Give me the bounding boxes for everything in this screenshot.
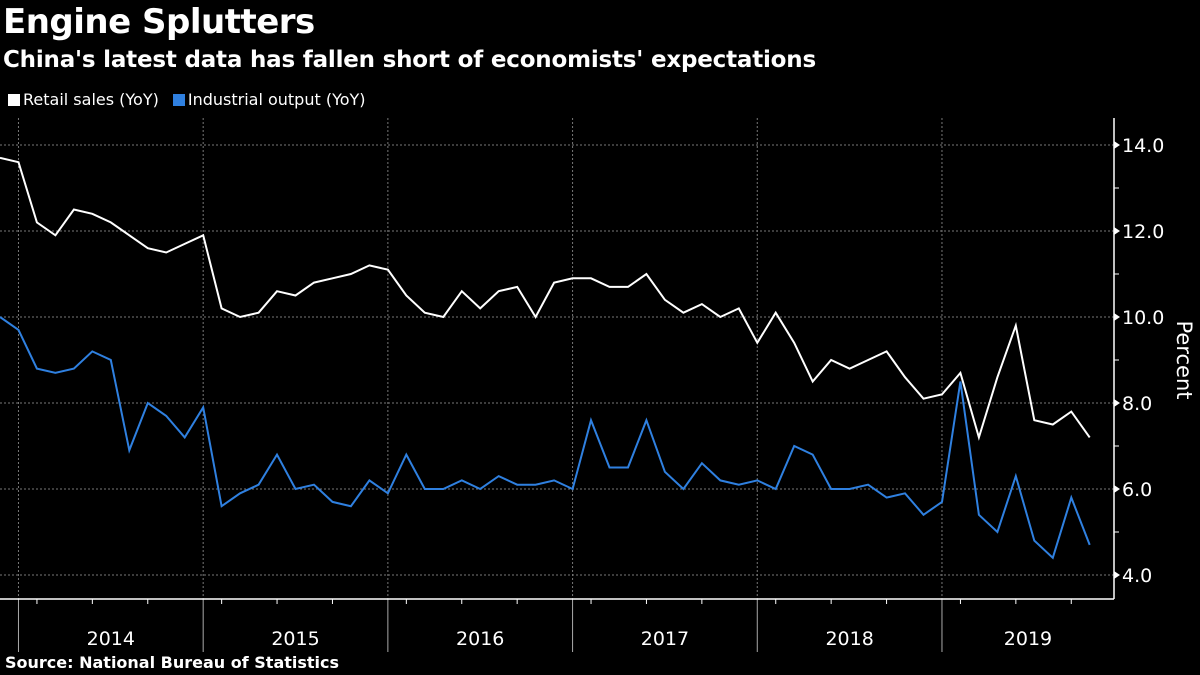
gridlines	[0, 118, 1114, 599]
y-tick-marker	[1114, 485, 1120, 493]
legend-item-retail-sales: Retail sales (YoY)	[8, 89, 159, 111]
y-tick-label: 12.0	[1122, 221, 1164, 243]
y-tick-label: 10.0	[1122, 307, 1164, 329]
series-lines	[0, 156, 1091, 560]
y-tick-marker	[1114, 399, 1120, 407]
y-tick-marker	[1114, 313, 1120, 321]
x-year-label: 2015	[271, 628, 319, 650]
y-tick-marker	[1114, 227, 1120, 235]
y-tick-label: 4.0	[1122, 565, 1152, 587]
x-year-label: 2017	[641, 628, 689, 650]
axis-labels: 4.0 6.0 8.0 10.0 12.0 14.0 2014 2015 2016 2017 201…	[87, 135, 1165, 650]
chart-subtitle: China's latest data has fallen short of …	[3, 47, 816, 73]
legend-label-industrial-output: Industrial output (YoY)	[187, 90, 366, 109]
x-year-label: 2014	[87, 628, 135, 650]
y-tick-marker	[1114, 141, 1120, 149]
retail-sales-line	[0, 156, 1091, 441]
legend-swatch-retail-sales	[8, 94, 20, 106]
industrial-output-line	[0, 316, 1091, 560]
legend-label-retail-sales: Retail sales (YoY)	[23, 90, 159, 109]
y-tick-marker	[1114, 571, 1120, 579]
x-year-label: 2019	[1004, 628, 1052, 650]
y-tick-label: 14.0	[1122, 135, 1164, 157]
x-year-label: 2018	[825, 628, 873, 650]
x-year-label: 2016	[456, 628, 504, 650]
legend: Retail sales (YoY) Industrial output (Yo…	[8, 89, 366, 111]
legend-item-industrial-output: Industrial output (YoY)	[172, 89, 366, 111]
y-axis-title: Percent	[1172, 320, 1196, 399]
y-tick-label: 6.0	[1122, 479, 1152, 501]
axes	[0, 118, 1120, 652]
source-note: Source: National Bureau of Statistics	[5, 653, 340, 672]
y-tick-label: 8.0	[1122, 393, 1152, 415]
legend-swatch-industrial-output	[172, 94, 185, 106]
chart-title: Engine Splutters	[3, 2, 315, 42]
